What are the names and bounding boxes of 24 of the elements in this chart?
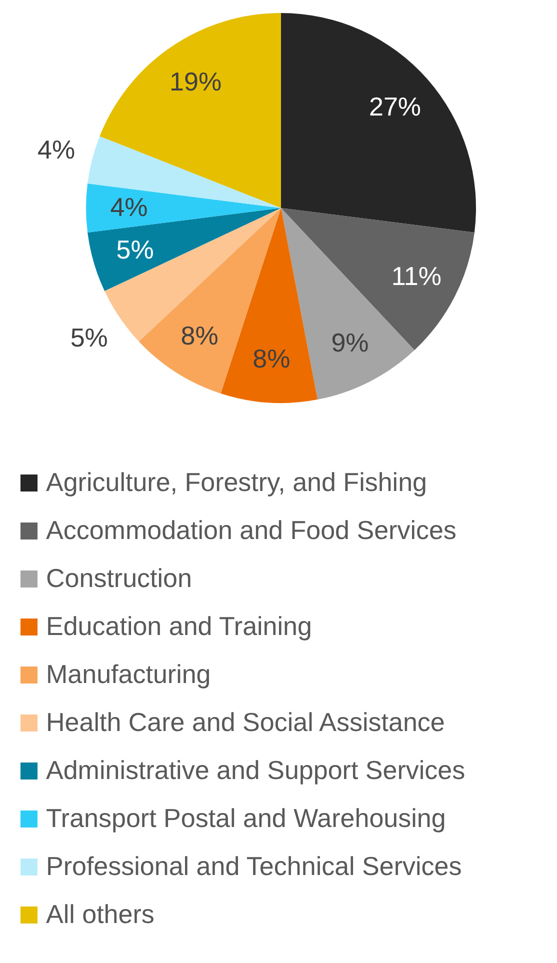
pie-slice xyxy=(281,208,474,350)
legend-label: All others xyxy=(46,899,154,929)
legend-label: Construction xyxy=(46,563,192,593)
data-label: 5% xyxy=(70,322,108,352)
data-label: 9% xyxy=(331,327,369,358)
data-label: 8% xyxy=(252,344,290,374)
data-label: 8% xyxy=(180,320,218,350)
data-label: 19% xyxy=(170,66,222,96)
legend-label: Agriculture, Forestry, and Fishing xyxy=(46,467,427,497)
data-label: 5% xyxy=(116,234,154,264)
legend-label: Administrative and Support Services xyxy=(46,755,466,785)
legend-label: Transport Postal and Warehousing xyxy=(46,803,446,833)
legend-label: Professional and Technical Services xyxy=(46,851,462,881)
data-label: 27% xyxy=(368,91,422,122)
pie-slice xyxy=(281,13,476,232)
data-label: 4% xyxy=(110,192,148,222)
pie-slice xyxy=(86,184,281,232)
legend-label: Education and Training xyxy=(46,611,312,641)
data-label: 11% xyxy=(391,261,442,292)
data-label: 4% xyxy=(38,134,76,164)
legend-label: Accommodation and Food Services xyxy=(46,515,456,545)
pie-slice xyxy=(220,208,318,403)
legend-label: Health Care and Social Assistance xyxy=(46,707,445,737)
legend-label: Manufacturing xyxy=(46,659,211,689)
